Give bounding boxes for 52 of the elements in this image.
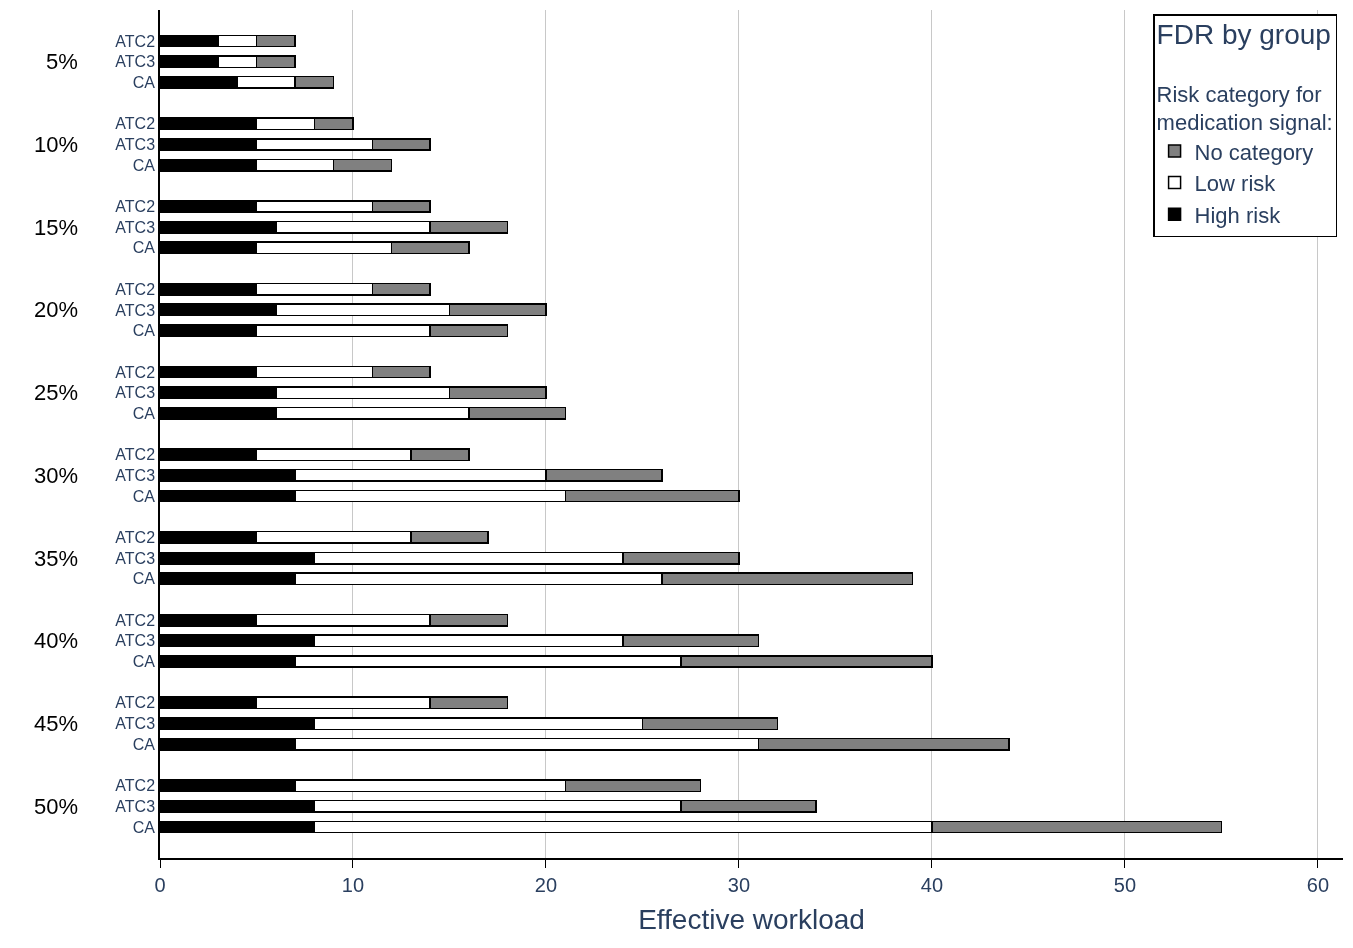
y-tick-label: ATC2 (115, 280, 156, 298)
y-tick-label: CA (132, 487, 156, 505)
x-tick-label: 60 (1306, 873, 1330, 896)
y-tick-label: ATC2 (115, 446, 156, 464)
text: 25% (34, 380, 79, 405)
y-tick-label: ATC3 (115, 549, 156, 567)
y-tick-label: ATC2 (115, 694, 156, 712)
x-tick-label: 30 (727, 873, 751, 896)
x-tick-label: 50 (1113, 873, 1137, 896)
y-tick-label: CA (132, 735, 156, 753)
y-tick-label: CA (132, 322, 156, 340)
x-tick-label: 0 (154, 873, 166, 896)
x-axis-title: Effective workload (638, 904, 865, 936)
legend-title: FDR by group Risk category for medication signal: (1156, 19, 1333, 136)
y-tick-label: ATC3 (115, 715, 156, 733)
y-tick-label: CA (132, 570, 156, 588)
x-tick-label: 40 (920, 873, 944, 896)
y-tick-label: CA (132, 73, 156, 91)
text: 10% (34, 132, 79, 157)
text: 40% (34, 628, 79, 653)
x-tick-label: 10 (341, 873, 365, 896)
y-tick-label: ATC3 (115, 301, 156, 319)
legend-label: Low risk (1194, 171, 1277, 197)
y-tick-label: ATC3 (115, 797, 156, 815)
y-tick-label: CA (132, 156, 156, 174)
y-tick-label: ATC2 (115, 363, 156, 381)
text: 45% (34, 711, 79, 736)
y-tick-label: ATC2 (115, 611, 156, 629)
y-tick-label: ATC3 (115, 632, 156, 650)
y-tick-label: ATC3 (115, 218, 156, 236)
text: 20% (34, 297, 79, 322)
y-tick-label: ATC2 (115, 32, 156, 50)
text: 30% (34, 463, 79, 488)
text: 15% (34, 215, 79, 240)
y-tick-label: ATC2 (115, 198, 156, 216)
y-tick-label: CA (132, 818, 156, 836)
y-tick-label: ATC2 (115, 529, 156, 547)
y-tick-label: ATC3 (115, 136, 156, 154)
y-tick-label: CA (132, 404, 156, 422)
legend-label: No category (1194, 139, 1314, 165)
x-tick-label: 20 (534, 873, 558, 896)
legend-label: High risk (1194, 202, 1282, 228)
text: 50% (34, 794, 79, 819)
text: 35% (34, 546, 79, 571)
y-tick-label: ATC2 (115, 777, 156, 795)
y-tick-label: ATC3 (115, 53, 156, 71)
y-tick-label: CA (132, 653, 156, 671)
y-tick-label: CA (132, 239, 156, 257)
y-tick-label: ATC2 (115, 115, 156, 133)
y-tick-label: ATC3 (115, 384, 156, 402)
y-tick-label: ATC3 (115, 466, 156, 484)
text: 5% (46, 49, 78, 74)
